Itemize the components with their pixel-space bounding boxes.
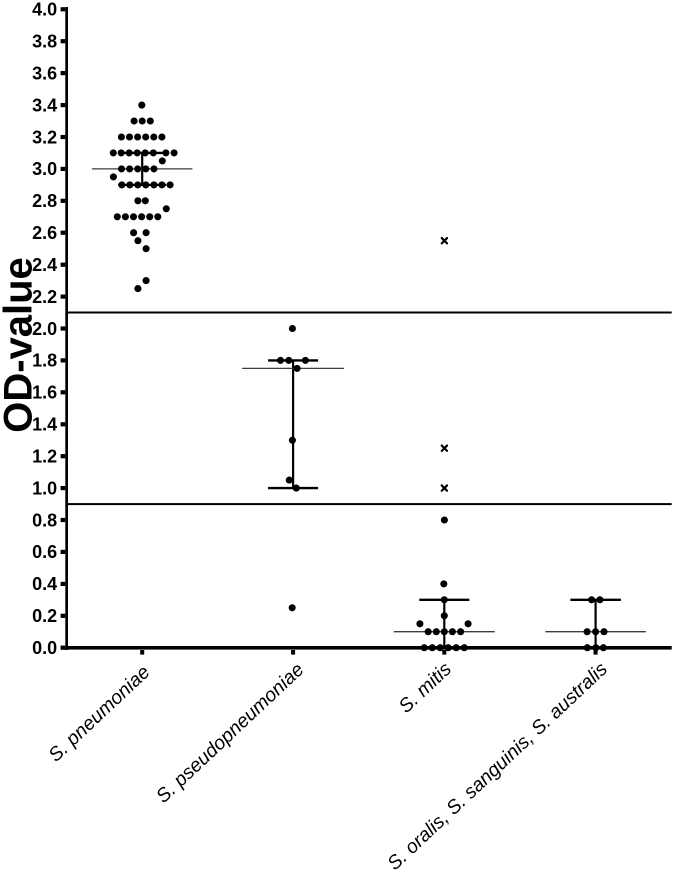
svg-text:2.2: 2.2 [32,287,57,307]
svg-text:4.0: 4.0 [32,0,57,20]
svg-text:3.4: 3.4 [32,95,57,115]
svg-text:1.0: 1.0 [32,478,57,498]
svg-text:0.2: 0.2 [32,606,57,626]
svg-text:2.6: 2.6 [32,223,57,243]
svg-text:1.6: 1.6 [32,383,57,403]
svg-text:3.8: 3.8 [32,32,57,52]
svg-text:3.0: 3.0 [32,159,57,179]
svg-text:3.2: 3.2 [32,127,57,147]
svg-text:2.8: 2.8 [32,191,57,211]
svg-text:1.2: 1.2 [32,447,57,467]
svg-text:0.8: 0.8 [32,510,57,530]
svg-text:0.4: 0.4 [32,574,57,594]
svg-text:3.6: 3.6 [32,63,57,83]
svg-text:1.4: 1.4 [32,415,57,435]
svg-text:1.8: 1.8 [32,351,57,371]
svg-text:2.4: 2.4 [32,255,57,275]
svg-text:2.0: 2.0 [32,319,57,339]
svg-text:OD-value: OD-value [0,257,41,433]
svg-text:0.0: 0.0 [32,638,57,658]
svg-text:0.6: 0.6 [32,542,57,562]
